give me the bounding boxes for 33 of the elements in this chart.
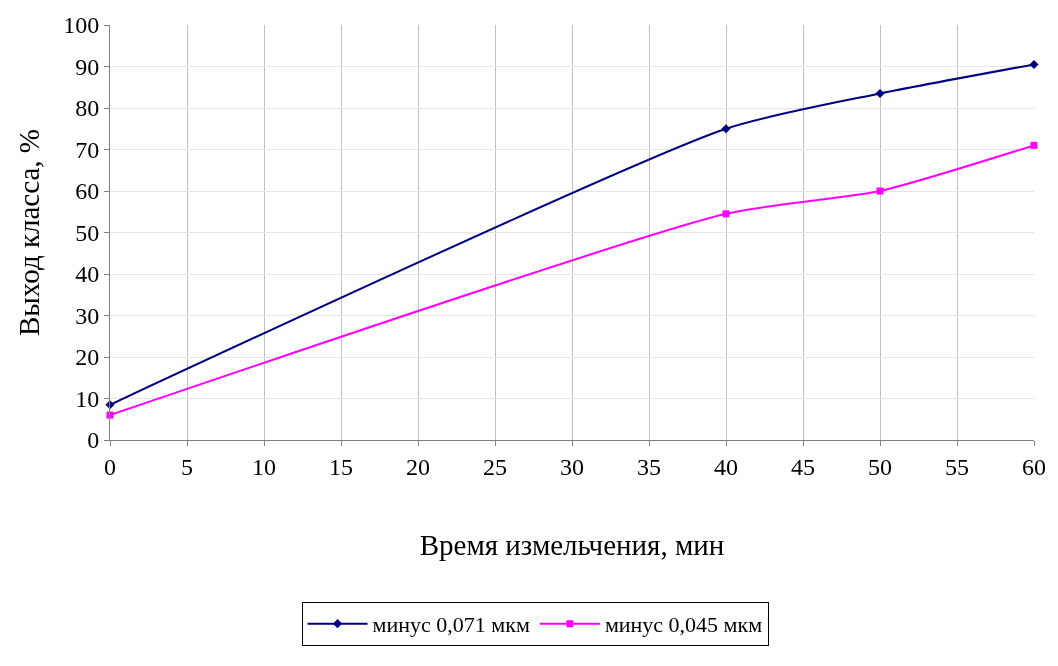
legend-label: минус 0,045 мкм bbox=[604, 612, 763, 638]
legend-label: минус 0,071 мкм bbox=[372, 612, 530, 638]
y-tick-label: 70 bbox=[75, 136, 100, 163]
point bbox=[1029, 59, 1039, 69]
x-axis-title: Время измельчения, мин bbox=[419, 528, 725, 561]
x-tick-label: 25 bbox=[483, 453, 507, 480]
point bbox=[722, 210, 730, 218]
point bbox=[875, 88, 885, 99]
y-tick-label: 40 bbox=[75, 261, 100, 288]
y-tick-label: 30 bbox=[75, 302, 100, 329]
y-tick-label: 20 bbox=[75, 344, 100, 371]
x-tick-label: 20 bbox=[406, 453, 430, 480]
x-tick-label: 40 bbox=[714, 453, 738, 480]
y-tick-label: 50 bbox=[75, 219, 100, 246]
x-tick-label: 15 bbox=[329, 453, 353, 480]
y-tick-label: 100 bbox=[63, 12, 100, 39]
x-tick-label: 30 bbox=[560, 453, 584, 480]
x-tick-label: 55 bbox=[945, 453, 969, 480]
y-tick-label: 80 bbox=[75, 95, 100, 122]
x-tick-label: 35 bbox=[637, 453, 661, 480]
y-axis-title: Выход класса, % bbox=[12, 129, 45, 336]
x-tick-label: 60 bbox=[1022, 453, 1046, 480]
x-tick-label: 5 bbox=[181, 453, 193, 480]
y-tick-label: 0 bbox=[87, 427, 100, 454]
x-tick-label: 10 bbox=[252, 453, 276, 480]
point bbox=[721, 124, 731, 134]
x-tick-label: 45 bbox=[791, 453, 815, 480]
point bbox=[876, 187, 884, 195]
x-tick-label: 50 bbox=[868, 453, 892, 480]
y-tick-label: 60 bbox=[75, 178, 100, 205]
y-tick-label: 10 bbox=[75, 385, 100, 412]
y-tick-label: 90 bbox=[75, 53, 100, 80]
point bbox=[1030, 141, 1038, 149]
